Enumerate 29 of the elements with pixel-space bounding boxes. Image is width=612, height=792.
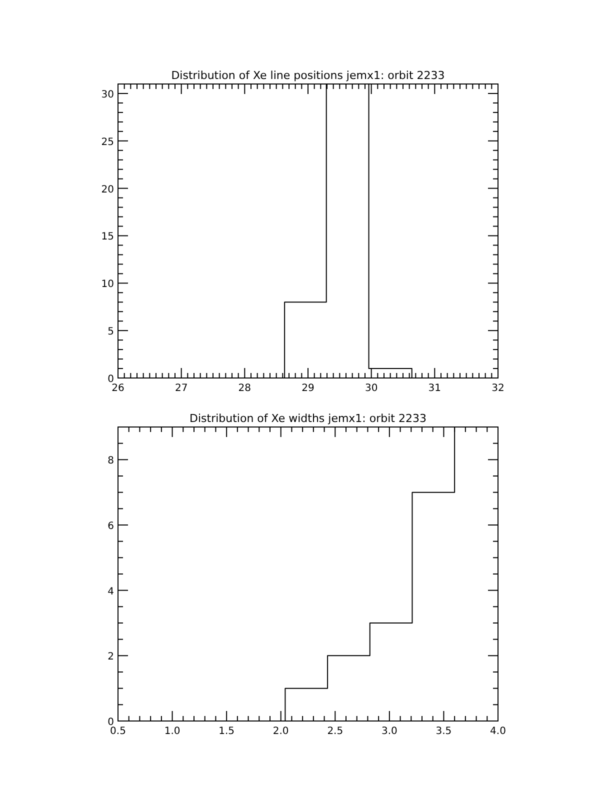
x-tick-label: 28 [238, 383, 252, 394]
x-tick-label: 1.0 [164, 726, 180, 737]
x-tick-label: 4.0 [490, 726, 506, 737]
chart-title: Distribution of Xe line positions jemx1: orbit 2233 [171, 69, 445, 82]
x-tick-label: 2.0 [272, 726, 289, 737]
x-tick-label: 0.5 [110, 726, 126, 737]
x-tick-label: 27 [174, 383, 188, 394]
y-tick-label: 2 [108, 652, 114, 663]
y-tick-label: 5 [108, 326, 114, 338]
x-tick-label: 1.5 [218, 726, 235, 737]
x-tick-label: 26 [112, 383, 124, 394]
y-tick-label: 15 [101, 232, 114, 243]
x-tick-label: 29 [302, 383, 314, 394]
y-tick-label: 0 [108, 374, 114, 385]
y-tick-label: 30 [101, 89, 114, 100]
y-tick-label: 10 [101, 279, 114, 290]
x-tick-label: 30 [364, 383, 378, 394]
y-tick-label: 4 [108, 586, 114, 598]
x-tick-label: 32 [492, 383, 504, 394]
x-tick-label: 3.5 [436, 726, 452, 737]
chart-title: Distribution of Xe widths jemx1: orbit 2233 [190, 412, 426, 425]
x-tick-label: 3.0 [381, 726, 398, 737]
y-tick-label: 25 [101, 136, 114, 148]
y-tick-label: 6 [108, 521, 114, 532]
y-tick-label: 20 [101, 184, 114, 196]
x-tick-label: 31 [428, 383, 442, 394]
x-tick-label: 2.5 [327, 726, 344, 737]
y-tick-label: 0 [108, 717, 114, 728]
y-tick-label: 8 [108, 456, 114, 467]
